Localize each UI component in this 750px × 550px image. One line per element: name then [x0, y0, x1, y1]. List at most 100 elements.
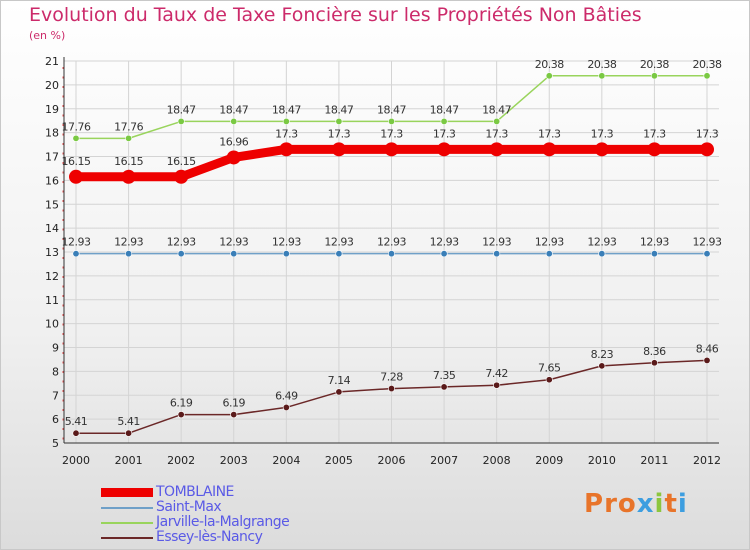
- data-label: 17.3: [591, 127, 614, 140]
- data-point: [331, 142, 346, 157]
- data-label: 12.93: [62, 236, 91, 249]
- y-tick-label: 14: [45, 222, 59, 235]
- data-label: 6.19: [170, 397, 193, 410]
- data-point: [125, 134, 133, 142]
- data-point: [647, 142, 662, 157]
- data-point: [387, 385, 395, 393]
- data-label: 17.76: [62, 120, 91, 133]
- data-point: [542, 142, 557, 157]
- data-label: 12.93: [324, 236, 353, 249]
- data-point: [282, 250, 290, 258]
- data-label: 7.28: [380, 371, 403, 384]
- data-point: [335, 388, 343, 396]
- data-point: [125, 429, 133, 437]
- x-tick-label: 2001: [115, 454, 143, 467]
- data-point: [650, 250, 658, 258]
- x-tick-label: 2005: [325, 454, 353, 467]
- data-label: 8.23: [591, 348, 614, 361]
- data-point: [387, 250, 395, 258]
- chart-title: Evolution du Taux de Taxe Foncière sur l…: [29, 4, 642, 26]
- x-tick-label: 2011: [640, 454, 668, 467]
- data-label: 12.93: [272, 236, 301, 249]
- data-label: 8.46: [696, 342, 719, 355]
- legend-label-tomblaine: TOMBLAINE: [156, 484, 234, 500]
- y-tick-label: 11: [45, 294, 59, 307]
- data-label: 16.15: [114, 155, 143, 168]
- data-label: 12.93: [640, 236, 669, 249]
- data-point: [177, 250, 185, 258]
- data-label: 12.93: [430, 236, 459, 249]
- data-point: [493, 117, 501, 125]
- data-point: [650, 359, 658, 367]
- data-point: [177, 117, 185, 125]
- x-tick-label: 2008: [483, 454, 511, 467]
- data-point: [440, 250, 448, 258]
- data-point: [72, 250, 80, 258]
- y-tick-label: 7: [52, 389, 59, 402]
- legend-swatch-essey: [101, 537, 153, 539]
- data-label: 7.65: [538, 362, 561, 375]
- y-tick-label: 19: [45, 103, 59, 116]
- data-point: [545, 250, 553, 258]
- x-tick-label: 2003: [220, 454, 248, 467]
- legend-label-saint-max: Saint-Max: [156, 499, 222, 515]
- data-label: 7.42: [485, 367, 508, 380]
- data-label: 17.3: [643, 127, 666, 140]
- data-label: 20.38: [587, 58, 616, 71]
- data-point: [493, 381, 501, 389]
- data-point: [703, 72, 711, 80]
- legend-swatch-saint-max: [101, 507, 153, 509]
- data-label: 17.3: [328, 127, 351, 140]
- data-point: [598, 250, 606, 258]
- y-tick-label: 15: [45, 198, 59, 211]
- data-point: [335, 117, 343, 125]
- y-tick-label: 5: [52, 437, 59, 450]
- x-tick-label: 2004: [272, 454, 300, 467]
- data-label: 18.47: [377, 103, 406, 116]
- y-tick-label: 18: [45, 127, 59, 140]
- data-label: 12.93: [482, 236, 511, 249]
- data-label: 17.3: [380, 127, 403, 140]
- y-tick-label: 21: [45, 55, 59, 68]
- data-point: [174, 169, 189, 184]
- data-point: [598, 72, 606, 80]
- data-point: [545, 72, 553, 80]
- x-tick-label: 2007: [430, 454, 458, 467]
- data-label: 7.35: [433, 369, 456, 382]
- y-tick-label: 16: [45, 174, 59, 187]
- data-label: 16.96: [219, 135, 248, 148]
- data-point: [125, 250, 133, 258]
- data-label: 18.47: [272, 103, 301, 116]
- x-tick-label: 2000: [62, 454, 90, 467]
- data-point: [440, 383, 448, 391]
- data-point: [282, 117, 290, 125]
- y-tick-label: 9: [52, 342, 59, 355]
- data-label: 16.15: [62, 155, 91, 168]
- data-label: 20.38: [535, 58, 564, 71]
- data-label: 18.47: [324, 103, 353, 116]
- data-point: [489, 142, 504, 157]
- data-label: 17.3: [696, 127, 719, 140]
- data-label: 18.47: [219, 103, 248, 116]
- axes: 5 6 7 8 9 10 11 12 13 14 15 16 17 18 19 20 21 2000 2001 200…: [45, 55, 721, 467]
- data-label: 12.93: [219, 236, 248, 249]
- data-label: 18.47: [167, 103, 196, 116]
- data-label: 7.14: [328, 374, 351, 387]
- x-tick-label: 2009: [535, 454, 563, 467]
- data-label: 20.38: [640, 58, 669, 71]
- legend-label-jarville: Jarville-la-Malgrange: [156, 514, 290, 530]
- data-label: 6.49: [275, 389, 298, 402]
- legend-swatch-tomblaine: [101, 488, 153, 497]
- data-label: 6.19: [223, 397, 246, 410]
- data-point: [437, 142, 452, 157]
- data-point: [121, 169, 136, 184]
- data-point: [384, 142, 399, 157]
- data-label: 16.15: [167, 155, 196, 168]
- data-point: [335, 250, 343, 258]
- data-label: 12.93: [114, 236, 143, 249]
- y-tick-label: 12: [45, 270, 59, 283]
- series-layer: [69, 72, 714, 437]
- data-label: 18.47: [482, 103, 511, 116]
- data-label: 17.3: [275, 127, 298, 140]
